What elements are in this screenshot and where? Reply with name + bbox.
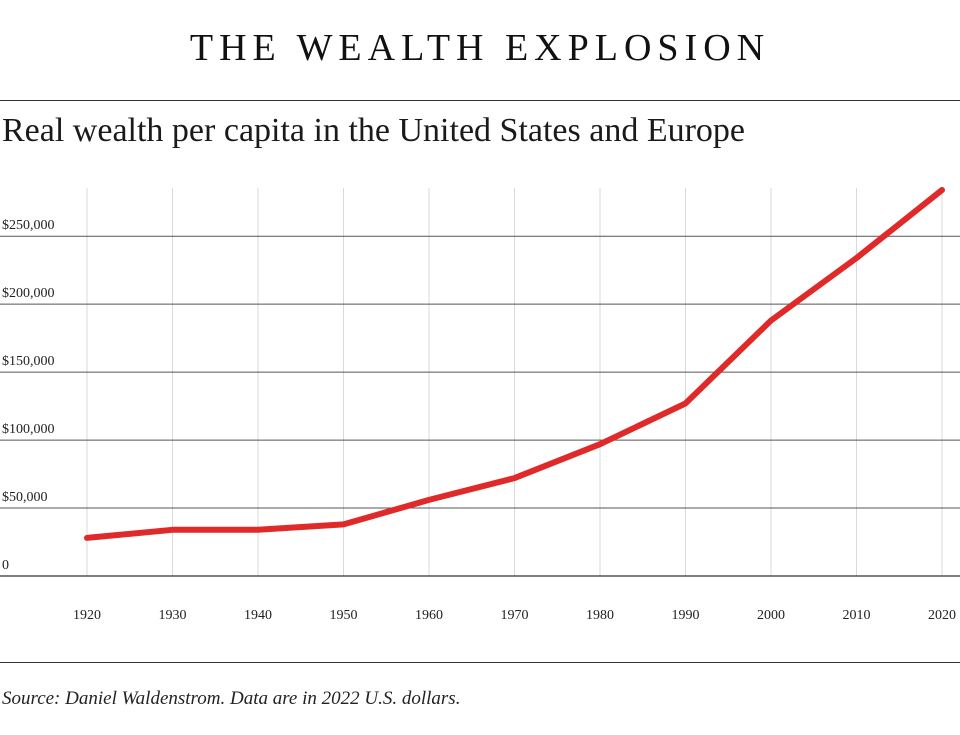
top-divider	[0, 100, 960, 101]
vertical-gridlines	[86, 188, 943, 576]
y-axis-tick-labels: 0 $50,000 $100,000 $150,000 $200,000 $250,000	[2, 218, 55, 573]
bottom-divider	[0, 662, 960, 663]
y-tick-label: $150,000	[2, 354, 55, 369]
source-note: Source: Daniel Waldenstrom. Data are in …	[2, 688, 461, 709]
line-chart: 0 $50,000 $100,000 $150,000 $200,000 $250,000…	[0, 187, 960, 623]
chart-title: Real wealth per capita in the United Sta…	[2, 112, 746, 149]
horizontal-gridlines	[0, 235, 960, 577]
y-tick-label: 0	[2, 558, 9, 573]
x-axis-tick-labels: 1920 1930 1940 1950 1960 1970 1980 1990 2000 2010…	[73, 608, 956, 623]
x-tick-label: 1960	[415, 608, 443, 623]
y-tick-label: $200,000	[2, 286, 55, 301]
x-tick-label: 1930	[159, 608, 187, 623]
x-tick-label: 1980	[586, 608, 614, 623]
x-tick-label: 1950	[330, 608, 358, 623]
x-tick-label: 1920	[73, 608, 101, 623]
y-tick-label: $50,000	[2, 490, 48, 505]
x-tick-label: 1970	[501, 608, 529, 623]
series-group	[84, 187, 945, 541]
series-line	[84, 187, 945, 541]
y-tick-label: $250,000	[2, 218, 55, 233]
y-tick-label: $100,000	[2, 422, 55, 437]
x-tick-label: 1940	[244, 608, 272, 623]
page-title: THE WEALTH EXPLOSION	[189, 27, 771, 69]
x-tick-label: 2010	[843, 608, 871, 623]
x-tick-label: 2000	[757, 608, 785, 623]
x-tick-label: 1990	[672, 608, 700, 623]
x-tick-label: 2020	[928, 608, 956, 623]
